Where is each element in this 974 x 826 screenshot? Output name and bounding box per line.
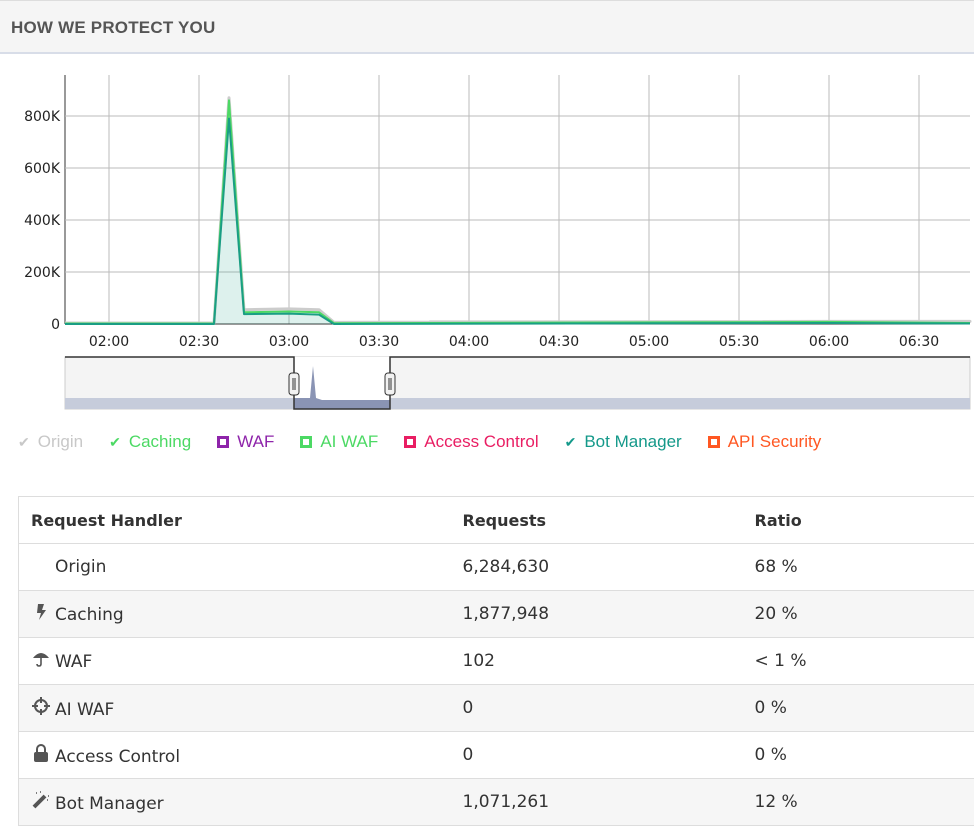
table-header-row: Request Handler Requests Ratio [19, 497, 974, 544]
handler-name: AI WAF [55, 700, 114, 720]
navigator-handle-left[interactable] [289, 373, 299, 395]
legend-label: Access Control [424, 432, 538, 452]
column-header-ratio: Ratio [755, 497, 974, 544]
legend-label: AI WAF [320, 432, 378, 452]
umbrella-icon [31, 651, 51, 671]
legend-item-bot-manager[interactable]: ✔ Bot Manager [565, 432, 682, 452]
x-tick-label: 03:00 [269, 334, 309, 350]
ratio-value: 0 % [755, 685, 974, 732]
request-handler-table: Request Handler Requests Ratio Origin 6,… [18, 496, 974, 826]
square-icon [708, 436, 720, 448]
y-tick-label: 600K [24, 161, 61, 177]
ratio-value: < 1 % [755, 638, 974, 685]
requests-value: 6,284,630 [463, 544, 755, 591]
requests-value: 102 [463, 638, 755, 685]
check-icon: ✔ [565, 434, 577, 451]
column-header-requests: Requests [463, 497, 755, 544]
handler-name: WAF [55, 652, 92, 672]
legend-item-access-control[interactable]: Access Control [404, 432, 538, 452]
x-tick-label: 04:00 [449, 334, 489, 350]
y-tick-label: 800K [24, 109, 61, 125]
table-row-waf: WAF 102 < 1 % [19, 638, 974, 685]
x-tick-label: 04:30 [539, 334, 579, 350]
bolt-icon [31, 604, 51, 624]
range-navigator[interactable] [65, 357, 970, 409]
traffic-chart: 0 200K 400K 600K 800K 02:00 02:30 03:00 03:30 04:… [0, 0, 974, 420]
x-tick-label: 02:30 [179, 334, 219, 350]
requests-value: 0 [463, 685, 755, 732]
handler-name: Bot Manager [55, 794, 164, 814]
ratio-value: 12 % [755, 779, 974, 826]
table-row-access-control: Access Control 0 0 % [19, 732, 974, 779]
handler-name: Access Control [55, 747, 180, 767]
series-area-bot-manager [65, 119, 970, 324]
chart-legend: ✔ Origin ✔ Caching WAF AI WAF Access Control ✔ B… [18, 432, 847, 452]
lock-icon [31, 744, 51, 766]
table-row-origin: Origin 6,284,630 68 % [19, 544, 974, 591]
crosshairs-icon [31, 697, 51, 719]
y-tick-label: 0 [51, 317, 60, 333]
legend-item-ai-waf[interactable]: AI WAF [300, 432, 378, 452]
table-row-bot-manager: Bot Manager 1,071,261 12 % [19, 779, 974, 826]
square-icon [404, 436, 416, 448]
navigator-handle-right[interactable] [385, 373, 395, 395]
legend-label: Origin [38, 432, 83, 452]
series-line-caching [65, 100, 970, 323]
x-tick-label: 03:30 [359, 334, 399, 350]
ratio-value: 68 % [755, 544, 974, 591]
legend-label: Bot Manager [584, 432, 681, 452]
square-icon [217, 436, 229, 448]
requests-value: 1,877,948 [463, 591, 755, 638]
magic-wand-icon [31, 791, 51, 813]
table-row-ai-waf: AI WAF 0 0 % [19, 685, 974, 732]
column-header-handler: Request Handler [19, 497, 463, 544]
handler-name: Origin [55, 557, 106, 577]
check-icon: ✔ [109, 434, 121, 451]
check-icon: ✔ [18, 434, 30, 451]
ratio-value: 0 % [755, 732, 974, 779]
legend-item-waf[interactable]: WAF [217, 432, 274, 452]
legend-item-origin[interactable]: ✔ Origin [18, 432, 83, 452]
x-tick-label: 06:00 [809, 334, 849, 350]
series-line-bot-manager [65, 119, 970, 324]
legend-item-caching[interactable]: ✔ Caching [109, 432, 191, 452]
navigator-series-area [65, 398, 970, 409]
series-line-origin [65, 98, 970, 323]
y-tick-label: 400K [24, 213, 61, 229]
legend-item-api-security[interactable]: API Security [708, 432, 822, 452]
handler-name: Caching [55, 605, 124, 625]
ratio-value: 20 % [755, 591, 974, 638]
x-tick-label: 05:30 [719, 334, 759, 350]
legend-label: WAF [237, 432, 274, 452]
requests-value: 0 [463, 732, 755, 779]
square-icon [300, 436, 312, 448]
x-tick-label: 02:00 [89, 334, 129, 350]
legend-label: API Security [728, 432, 822, 452]
legend-label: Caching [129, 432, 191, 452]
x-tick-label: 06:30 [899, 334, 939, 350]
y-tick-label: 200K [24, 265, 61, 281]
x-tick-label: 05:00 [629, 334, 669, 350]
requests-value: 1,071,261 [463, 779, 755, 826]
table-row-caching: Caching 1,877,948 20 % [19, 591, 974, 638]
